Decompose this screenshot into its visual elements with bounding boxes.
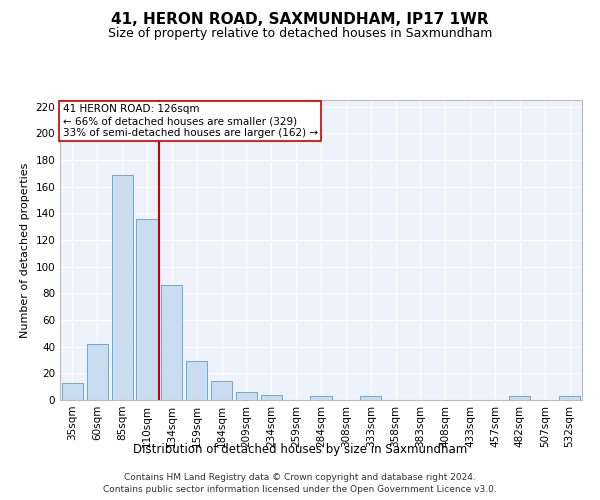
Text: Contains HM Land Registry data © Crown copyright and database right 2024.: Contains HM Land Registry data © Crown c…: [124, 472, 476, 482]
Bar: [87, 344, 108, 400]
Bar: [62, 382, 83, 400]
Bar: [559, 396, 580, 400]
Text: Contains public sector information licensed under the Open Government Licence v3: Contains public sector information licen…: [103, 485, 497, 494]
Text: 41 HERON ROAD: 126sqm
← 66% of detached houses are smaller (329)
33% of semi-det: 41 HERON ROAD: 126sqm ← 66% of detached …: [62, 104, 318, 138]
Bar: [310, 396, 332, 400]
Text: Distribution of detached houses by size in Saxmundham: Distribution of detached houses by size …: [133, 442, 467, 456]
Y-axis label: Number of detached properties: Number of detached properties: [20, 162, 30, 338]
Text: Size of property relative to detached houses in Saxmundham: Size of property relative to detached ho…: [108, 28, 492, 40]
Bar: [112, 174, 133, 400]
Bar: [161, 286, 182, 400]
Bar: [236, 392, 257, 400]
Bar: [136, 218, 158, 400]
Text: 41, HERON ROAD, SAXMUNDHAM, IP17 1WR: 41, HERON ROAD, SAXMUNDHAM, IP17 1WR: [111, 12, 489, 28]
Bar: [509, 396, 530, 400]
Bar: [186, 362, 207, 400]
Bar: [261, 394, 282, 400]
Bar: [360, 396, 381, 400]
Bar: [211, 382, 232, 400]
